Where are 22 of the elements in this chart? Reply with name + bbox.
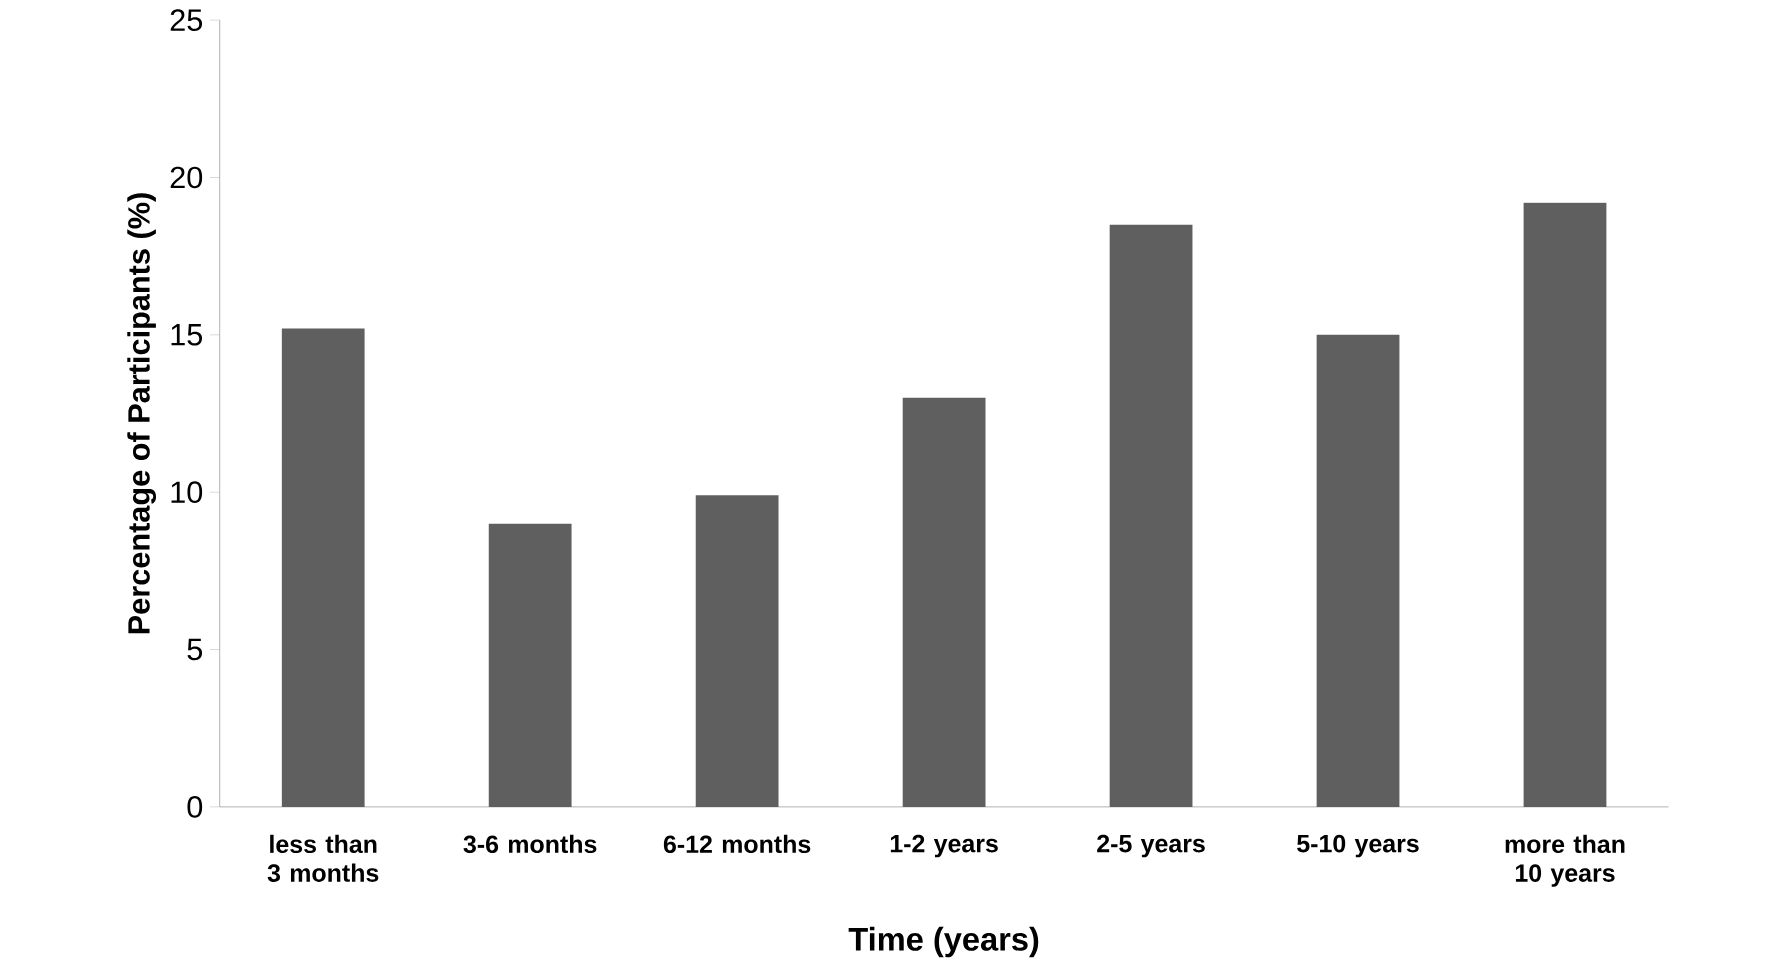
- x-tick-label: 5-10 years: [1297, 834, 1419, 858]
- x-tick-label: 1-2 years: [890, 834, 998, 858]
- y-tick-label: 10: [171, 481, 203, 504]
- x-tick-label: 2-5 years: [1097, 834, 1205, 858]
- bar: [695, 495, 779, 808]
- x-axis-title: Time (years): [848, 926, 1039, 958]
- x-tick-label: 3-6 months: [463, 834, 597, 854]
- bar: [281, 328, 365, 808]
- y-tick-label: 15: [171, 324, 203, 346]
- bar: [1109, 224, 1193, 808]
- bar: [1316, 334, 1400, 808]
- y-axis-title: Percentage of Participants (%): [127, 193, 157, 634]
- y-tick-label: 25: [170, 9, 203, 32]
- y-tick-label: 20: [170, 166, 203, 189]
- bar: [902, 397, 986, 808]
- x-tick-label: 6-12 months: [663, 834, 811, 854]
- bar: [488, 523, 572, 808]
- x-tick-label: less than 3 months: [267, 834, 379, 883]
- y-tick-label: 0: [187, 796, 203, 818]
- bar: [1523, 202, 1607, 808]
- y-tick-label: 5: [187, 638, 203, 661]
- x-tick-label: more than 10 years: [1505, 834, 1625, 887]
